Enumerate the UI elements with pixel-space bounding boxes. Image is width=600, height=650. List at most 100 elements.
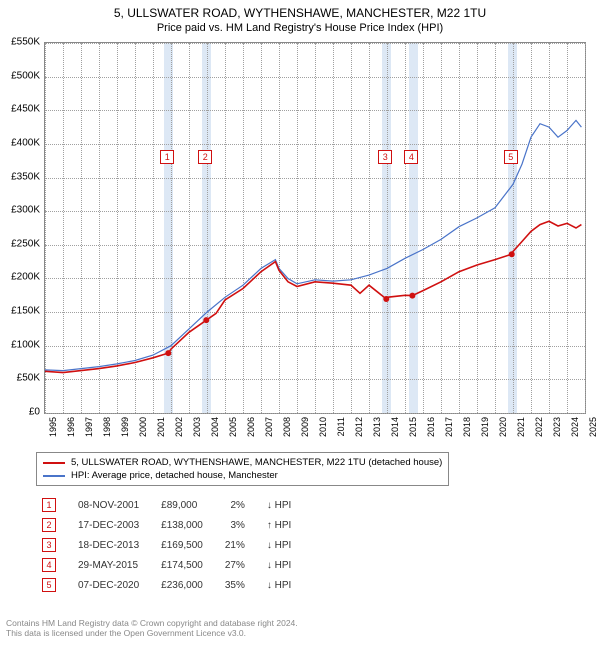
x-axis-label: 2018 <box>462 417 472 447</box>
legend-item: 5, ULLSWATER ROAD, WYTHENSHAWE, MANCHEST… <box>43 456 442 469</box>
sale-marker-label: 4 <box>404 150 418 164</box>
entry-arrow: ↓ HPI <box>257 576 301 594</box>
y-axis-label: £50K <box>0 373 40 384</box>
x-axis-label: 1998 <box>102 417 112 447</box>
x-axis-label: 1999 <box>120 417 130 447</box>
entry-diff: 21% <box>215 536 255 554</box>
x-axis-label: 2005 <box>228 417 238 447</box>
x-axis-label: 2011 <box>336 417 346 447</box>
entry-marker: 1 <box>42 498 56 512</box>
footer-line-2: This data is licensed under the Open Gov… <box>6 628 594 638</box>
x-axis-label: 2020 <box>498 417 508 447</box>
x-axis-label: 2007 <box>264 417 274 447</box>
x-axis-label: 1996 <box>66 417 76 447</box>
x-axis-label: 2017 <box>444 417 454 447</box>
y-axis-label: £100K <box>0 339 40 350</box>
chart-container: 5, ULLSWATER ROAD, WYTHENSHAWE, MANCHEST… <box>0 0 600 650</box>
table-row: 1 08-NOV-2001£89,0002%↓ HPI <box>32 496 301 514</box>
x-axis-label: 2014 <box>390 417 400 447</box>
y-axis-label: £300K <box>0 205 40 216</box>
y-axis-label: £550K <box>0 37 40 48</box>
x-axis-label: 2022 <box>534 417 544 447</box>
table-row: 2 17-DEC-2003£138,0003%↑ HPI <box>32 516 301 534</box>
chart-subtitle: Price paid vs. HM Land Registry's House … <box>0 20 600 34</box>
legend-swatch <box>43 462 65 464</box>
x-axis-label: 2015 <box>408 417 418 447</box>
legend-label: HPI: Average price, detached house, Manc… <box>71 470 278 481</box>
sale-marker-dot <box>165 350 171 356</box>
table-row: 3 18-DEC-2013£169,50021%↓ HPI <box>32 536 301 554</box>
y-axis-label: £150K <box>0 306 40 317</box>
x-axis-label: 2000 <box>138 417 148 447</box>
sale-marker-dot <box>383 296 389 302</box>
y-axis-label: £200K <box>0 272 40 283</box>
x-axis-label: 2001 <box>156 417 166 447</box>
entry-diff: 35% <box>215 576 255 594</box>
sale-marker-dot <box>409 293 415 299</box>
entry-diff: 27% <box>215 556 255 574</box>
legend-item: HPI: Average price, detached house, Manc… <box>43 469 442 482</box>
x-axis-label: 2002 <box>174 417 184 447</box>
footer-text: Contains HM Land Registry data © Crown c… <box>0 618 600 638</box>
x-axis-label: 2009 <box>300 417 310 447</box>
x-axis-label: 2021 <box>516 417 526 447</box>
price-entries-table: 108-NOV-2001£89,0002%↓ HPI217-DEC-2003£1… <box>30 494 303 596</box>
entries-table: 108-NOV-2001£89,0002%↓ HPI217-DEC-2003£1… <box>30 494 303 596</box>
entry-arrow: ↓ HPI <box>257 536 301 554</box>
x-axis-label: 2012 <box>354 417 364 447</box>
entry-price: £174,500 <box>151 556 213 574</box>
entry-price: £89,000 <box>151 496 213 514</box>
entry-marker: 4 <box>42 558 56 572</box>
sale-marker-dot <box>509 251 515 257</box>
entry-date: 18-DEC-2013 <box>68 536 149 554</box>
legend-swatch <box>43 475 65 477</box>
sale-marker-label: 3 <box>378 150 392 164</box>
entry-arrow: ↓ HPI <box>257 496 301 514</box>
x-axis-label: 2023 <box>552 417 562 447</box>
gridline-v <box>585 43 586 413</box>
y-axis-label: £400K <box>0 137 40 148</box>
y-axis-label: £500K <box>0 70 40 81</box>
gridline-h <box>45 413 585 414</box>
x-axis-label: 2003 <box>192 417 202 447</box>
entry-date: 17-DEC-2003 <box>68 516 149 534</box>
legend-box: 5, ULLSWATER ROAD, WYTHENSHAWE, MANCHEST… <box>36 452 449 486</box>
entry-marker: 3 <box>42 538 56 552</box>
y-axis-label: £350K <box>0 171 40 182</box>
x-axis-label: 2025 <box>588 417 598 447</box>
sale-marker-label: 5 <box>504 150 518 164</box>
entry-price: £138,000 <box>151 516 213 534</box>
x-axis-label: 2006 <box>246 417 256 447</box>
entry-arrow: ↑ HPI <box>257 516 301 534</box>
entry-marker: 2 <box>42 518 56 532</box>
footer-line-1: Contains HM Land Registry data © Crown c… <box>6 618 594 628</box>
sale-marker-label: 1 <box>160 150 174 164</box>
entry-price: £169,500 <box>151 536 213 554</box>
x-axis-label: 2013 <box>372 417 382 447</box>
series-line <box>45 120 581 370</box>
chart-lines <box>45 43 585 413</box>
table-row: 429-MAY-2015£174,50027%↓ HPI <box>32 556 301 574</box>
legend-label: 5, ULLSWATER ROAD, WYTHENSHAWE, MANCHEST… <box>71 457 442 468</box>
entry-price: £236,000 <box>151 576 213 594</box>
x-axis-label: 1995 <box>48 417 58 447</box>
sale-marker-dot <box>203 317 209 323</box>
x-axis-label: 2024 <box>570 417 580 447</box>
entry-diff: 2% <box>215 496 255 514</box>
chart-title: 5, ULLSWATER ROAD, WYTHENSHAWE, MANCHEST… <box>0 0 600 20</box>
x-axis-label: 2019 <box>480 417 490 447</box>
x-axis-label: 2004 <box>210 417 220 447</box>
y-axis-label: £250K <box>0 238 40 249</box>
x-axis-label: 1997 <box>84 417 94 447</box>
sale-marker-label: 2 <box>198 150 212 164</box>
entry-date: 07-DEC-2020 <box>68 576 149 594</box>
y-axis-label: £450K <box>0 104 40 115</box>
plot-area <box>44 42 586 414</box>
x-axis-label: 2008 <box>282 417 292 447</box>
entry-date: 08-NOV-2001 <box>68 496 149 514</box>
entry-arrow: ↓ HPI <box>257 556 301 574</box>
x-axis-label: 2016 <box>426 417 436 447</box>
y-axis-label: £0 <box>0 407 40 418</box>
entry-diff: 3% <box>215 516 255 534</box>
series-line <box>45 221 581 372</box>
